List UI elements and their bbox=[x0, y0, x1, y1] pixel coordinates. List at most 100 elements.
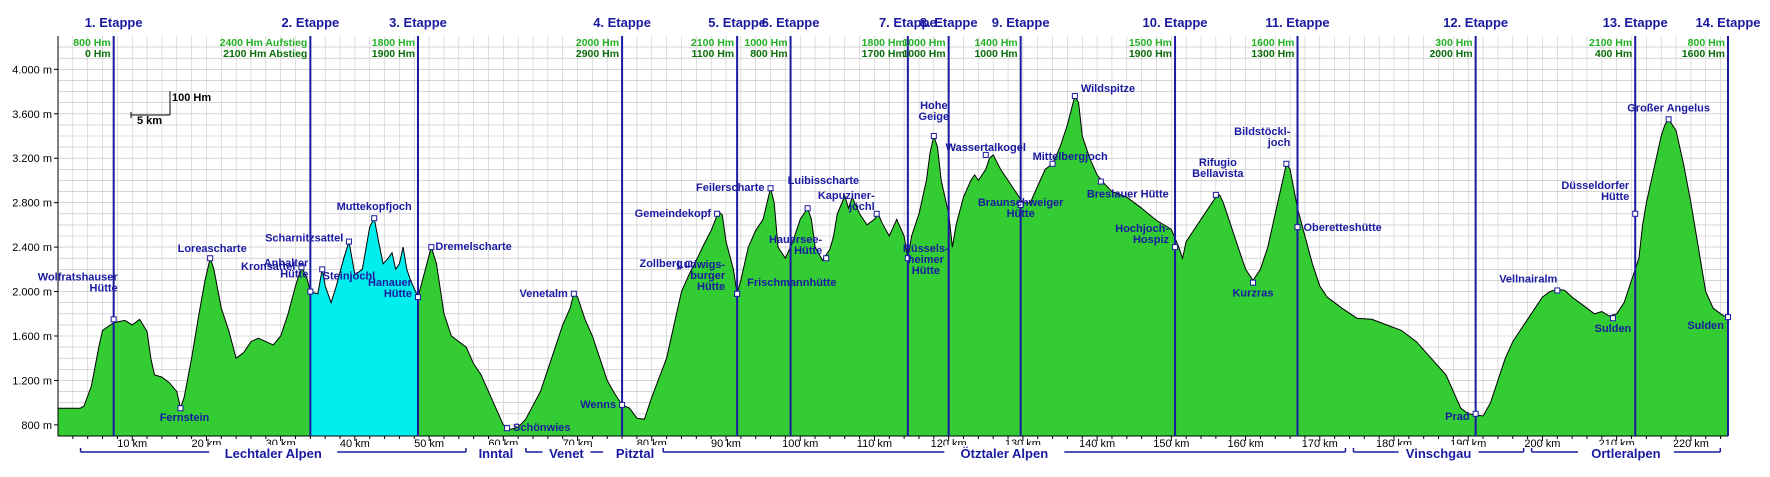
place-marker bbox=[1249, 279, 1256, 286]
stage-descent: 1900 Hm bbox=[1129, 48, 1172, 60]
place-label: Venetalm bbox=[520, 288, 569, 300]
stage-label: 12. Etappe bbox=[1443, 15, 1508, 30]
stage-ascent: 2000 Hm bbox=[576, 37, 619, 49]
place-label: heimer bbox=[908, 254, 945, 266]
y-tick-label: 2.000 m bbox=[12, 287, 52, 299]
stage-descent: 1700 Hm bbox=[862, 48, 905, 60]
place-label: Rüssels- bbox=[903, 243, 949, 255]
place-marker bbox=[823, 255, 830, 262]
place-marker bbox=[504, 425, 511, 432]
place-marker bbox=[714, 210, 721, 217]
place-label: Luibisscharte bbox=[788, 175, 860, 187]
place-marker bbox=[110, 316, 117, 323]
x-tick-label: 90 km bbox=[711, 438, 741, 450]
stage-label: 14. Etappe bbox=[1695, 15, 1760, 30]
place-label: Wassertalkogel bbox=[946, 142, 1026, 154]
place-marker bbox=[1172, 244, 1179, 251]
place-label: Scharnitzsattel bbox=[265, 232, 343, 244]
place-marker bbox=[371, 215, 378, 222]
place-marker bbox=[982, 151, 989, 158]
stage-ascent: 800 Hm bbox=[73, 37, 110, 49]
place-label: Wildspitze bbox=[1081, 83, 1135, 95]
place-label: Bellavista bbox=[1192, 168, 1244, 180]
place-label: Kronsattel bbox=[241, 261, 295, 273]
y-tick-label: 4.000 m bbox=[12, 64, 52, 76]
place-marker bbox=[1097, 178, 1104, 185]
stage-descent: 1300 Hm bbox=[1251, 48, 1294, 60]
place-label: Mittelbergjoch bbox=[1033, 151, 1108, 163]
place-marker bbox=[428, 244, 435, 251]
place-label: Ludwigs- bbox=[677, 259, 726, 271]
place-label: Loreascharte bbox=[178, 243, 247, 255]
place-marker bbox=[767, 185, 774, 192]
place-marker bbox=[1017, 201, 1024, 208]
stage-label: 13. Etappe bbox=[1603, 15, 1668, 30]
y-tick-label: 1.600 m bbox=[12, 331, 52, 343]
stage-ascent: 1400 Hm bbox=[974, 37, 1017, 49]
place-marker bbox=[207, 255, 214, 262]
stage-descent: 1900 Hm bbox=[372, 48, 415, 60]
place-marker bbox=[1665, 116, 1672, 123]
x-tick-label: 220 km bbox=[1673, 438, 1709, 450]
place-marker bbox=[619, 401, 626, 408]
stage-ascent: 1000 Hm bbox=[744, 37, 787, 49]
place-label: Kapuziner- bbox=[818, 190, 875, 202]
region-label: Inntal bbox=[479, 446, 514, 461]
place-label: Dremelscharte bbox=[435, 241, 511, 253]
y-tick-label: 1.200 m bbox=[12, 375, 52, 387]
place-label: Anhalter bbox=[264, 258, 309, 270]
place-label: burger bbox=[690, 270, 726, 282]
place-label: Großer Angelus bbox=[1627, 102, 1710, 114]
place-marker bbox=[1554, 287, 1561, 294]
place-label: joch bbox=[1267, 137, 1291, 149]
place-label: Hütte bbox=[912, 265, 940, 277]
place-marker bbox=[904, 255, 911, 262]
stage-ascent: 1500 Hm bbox=[1129, 37, 1172, 49]
x-tick-label: 110 km bbox=[857, 438, 892, 450]
place-label: Hütte bbox=[1007, 208, 1035, 220]
stage-ascent: 1600 Hm bbox=[1251, 37, 1294, 49]
stage-ascent: 2100 Hm bbox=[1589, 37, 1632, 49]
place-marker bbox=[414, 294, 421, 301]
stage-label: 11. Etappe bbox=[1265, 15, 1329, 30]
place-marker bbox=[177, 405, 184, 412]
place-label: Gemeindekopf bbox=[635, 208, 712, 220]
place-label: Hohe bbox=[920, 100, 948, 112]
stage-descent: 0 Hm bbox=[85, 48, 111, 60]
place-label: Bildstöckl- bbox=[1234, 126, 1291, 138]
stage-descent: 800 Hm bbox=[750, 48, 787, 60]
place-label: Oberetteshütte bbox=[1304, 222, 1382, 234]
region-labels: Lechtaler Alpen Inntal Venet Pitztal Ötztale… bbox=[79, 445, 1722, 461]
stage-label: 7. Etappe bbox=[879, 15, 937, 30]
stage-label: 9. Etappe bbox=[992, 15, 1050, 30]
y-tick-label: 3.200 m bbox=[12, 153, 52, 165]
x-tick-label: 150 km bbox=[1153, 438, 1189, 450]
x-tick-label: 160 km bbox=[1228, 438, 1264, 450]
x-tick-label: 50 km bbox=[414, 438, 444, 450]
stage-descent: 400 Hm bbox=[1595, 48, 1632, 60]
place-marker bbox=[345, 238, 352, 245]
place-label: Hütte bbox=[1601, 191, 1629, 203]
region-label: Venet bbox=[549, 446, 584, 461]
place-label: Vellnairalm bbox=[1499, 273, 1557, 285]
place-label: Hütte bbox=[90, 282, 118, 294]
place-label: Hochjoch- bbox=[1115, 223, 1169, 235]
place-marker bbox=[319, 266, 326, 273]
place-label: Hütte bbox=[794, 245, 822, 257]
place-label: Kurzras bbox=[1232, 288, 1273, 300]
y-tick-label: 2.400 m bbox=[12, 242, 52, 254]
place-label: Hauersee- bbox=[769, 234, 823, 246]
place-marker bbox=[873, 210, 880, 217]
place-label: Rifugio bbox=[1199, 157, 1237, 169]
profile-area bbox=[58, 94, 1729, 436]
place-label: Hütte bbox=[280, 269, 308, 281]
place-label: Zollberg bbox=[639, 258, 682, 270]
place-label: Schönwies bbox=[513, 422, 570, 434]
place-label: Wolfratshauser bbox=[38, 271, 119, 283]
x-tick-label: 100 km bbox=[782, 438, 818, 450]
stage-label: 6. Etappe bbox=[762, 15, 820, 30]
stage-ascent: 2100 Hm bbox=[691, 37, 734, 49]
y-tick-label: 3.600 m bbox=[12, 109, 52, 121]
